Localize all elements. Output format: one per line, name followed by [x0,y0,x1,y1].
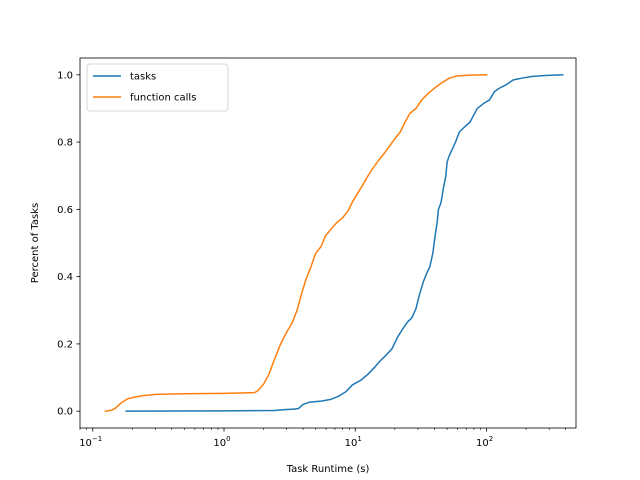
ticks-layer: 0.00.20.40.60.81.010−1 100 101 102 [57,70,566,449]
x-tick-exponent: 2 [489,435,493,443]
legend-box [86,63,229,112]
x-tick-exponent: 1 [357,435,361,443]
x-tick-exponent: −1 [92,435,102,443]
legend: tasks function calls [86,63,229,112]
x-tick-label: 100 [213,435,230,449]
x-tick-base: 10 [476,438,489,449]
x-tick-exponent: 0 [226,435,230,443]
y-tick-label: 1.0 [57,70,73,81]
series-layer [104,74,564,413]
x-tick-label: 102 [476,435,493,449]
y-tick-label: 0.6 [57,205,73,216]
x-tick-label: 10−1 [79,435,102,449]
y-axis-title: Percent of Tasks [30,203,41,283]
y-tick-label: 0.4 [57,272,73,283]
x-tick-label: 101 [345,435,362,449]
y-tick-label: 0.8 [57,138,73,149]
legend-label: tasks [130,72,156,83]
x-tick-base: 10 [345,438,358,449]
series-line-function-calls [104,74,488,413]
x-tick-base: 10 [79,438,92,449]
plot-frame [79,57,577,429]
series-line-tasks [125,74,564,412]
y-tick-label: 0.2 [57,339,73,350]
x-tick-base: 10 [213,438,226,449]
legend-label: function calls [130,93,196,104]
x-axis-title: Task Runtime (s) [286,464,370,475]
y-tick-label: 0.0 [57,407,73,418]
